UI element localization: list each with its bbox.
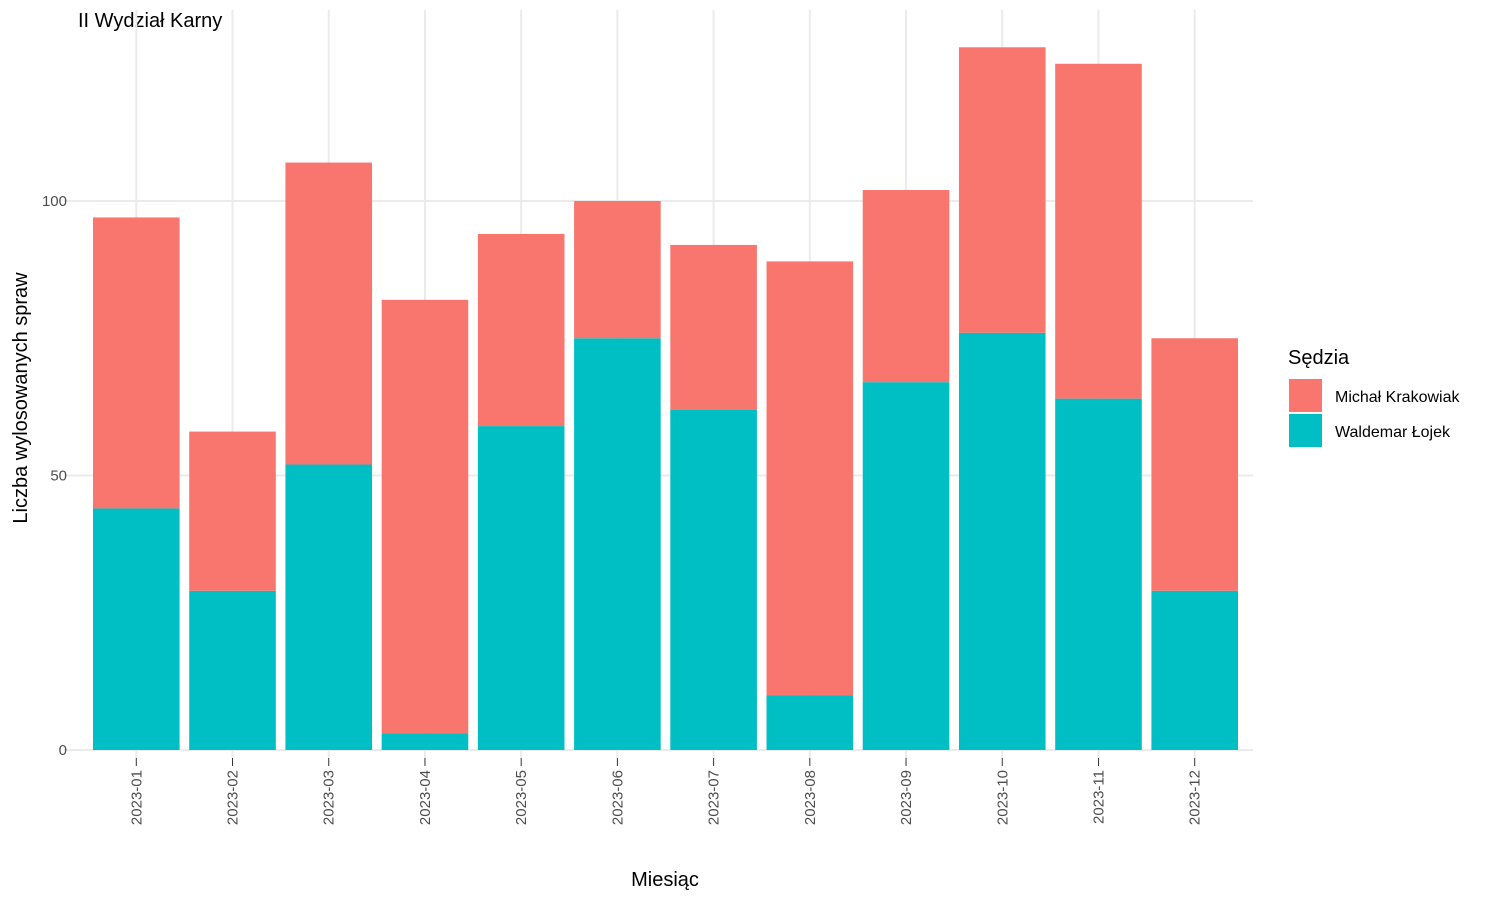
bar-2023-04-series-1 bbox=[381, 299, 469, 734]
legend-title: Sędzia bbox=[1288, 347, 1350, 369]
y-axis-title: Liczba wylosowanych spraw bbox=[10, 272, 32, 524]
bar-2023-10-series-1 bbox=[958, 47, 1046, 333]
x-tick-label-2023-06: 2023-06 bbox=[609, 770, 626, 825]
chart-title: II Wydział Karny bbox=[78, 10, 222, 32]
x-tick-label-2023-02: 2023-02 bbox=[225, 770, 242, 825]
bar-2023-08-series-1 bbox=[766, 261, 854, 696]
bar-2023-03-series-1 bbox=[285, 162, 373, 465]
bar-2023-07-series-1 bbox=[670, 244, 757, 410]
bar-2023-04-series-0 bbox=[381, 733, 469, 750]
legend-label-0: Michał Krakowiak bbox=[1335, 389, 1460, 406]
bar-2023-06-series-1 bbox=[574, 201, 661, 339]
bar-2023-06-series-0 bbox=[574, 338, 661, 750]
bar-2023-10-series-0 bbox=[958, 332, 1046, 750]
bar-2023-02-series-1 bbox=[189, 431, 276, 591]
bar-2023-03-series-0 bbox=[285, 464, 373, 750]
bar-2023-01-series-0 bbox=[93, 508, 180, 750]
x-tick-label-2023-05: 2023-05 bbox=[513, 770, 530, 825]
bar-2023-05-series-0 bbox=[477, 426, 565, 750]
bar-2023-11-series-1 bbox=[1055, 63, 1142, 399]
x-tick-label-2023-11: 2023-11 bbox=[1090, 770, 1107, 824]
legend-key-1 bbox=[1289, 414, 1322, 447]
legend-label-1: Waldemar Łojek bbox=[1335, 424, 1451, 441]
x-tick-label-2023-12: 2023-12 bbox=[1187, 770, 1204, 825]
bar-2023-09-series-1 bbox=[862, 190, 950, 383]
bar-2023-12-series-1 bbox=[1151, 338, 1238, 591]
bar-2023-05-series-1 bbox=[477, 233, 565, 427]
x-axis-ticks: 2023-01 2023-02 2023-03 2023-04 2023-05 2023-… bbox=[128, 758, 1204, 825]
bar-2023-02-series-0 bbox=[189, 590, 276, 750]
bar-2023-11-series-0 bbox=[1055, 398, 1142, 750]
bar-2023-09-series-0 bbox=[862, 382, 950, 750]
bar-2023-12-series-0 bbox=[1151, 590, 1238, 750]
x-tick-label-2023-07: 2023-07 bbox=[706, 770, 723, 825]
y-tick-label-0: 0 bbox=[59, 742, 67, 759]
y-axis-ticks: 0 50 100 bbox=[42, 193, 67, 759]
bars bbox=[93, 47, 1238, 750]
x-tick-label-2023-10: 2023-10 bbox=[994, 770, 1011, 825]
bar-2023-01-series-1 bbox=[93, 217, 180, 509]
bar-2023-08-series-0 bbox=[766, 695, 854, 750]
legend: Sędzia Michał Krakowiak Waldemar Łojek bbox=[1288, 347, 1460, 447]
x-axis-title: Miesiąc bbox=[631, 869, 699, 891]
y-tick-label-50: 50 bbox=[50, 468, 67, 485]
x-tick-label-2023-01: 2023-01 bbox=[128, 770, 145, 825]
y-tick-label-100: 100 bbox=[42, 193, 67, 210]
x-tick-label-2023-08: 2023-08 bbox=[802, 770, 819, 825]
legend-key-0 bbox=[1289, 379, 1322, 412]
x-tick-label-2023-09: 2023-09 bbox=[898, 770, 915, 825]
bar-2023-07-series-0 bbox=[670, 409, 757, 750]
x-tick-label-2023-03: 2023-03 bbox=[321, 770, 338, 825]
x-tick-label-2023-04: 2023-04 bbox=[417, 770, 434, 825]
